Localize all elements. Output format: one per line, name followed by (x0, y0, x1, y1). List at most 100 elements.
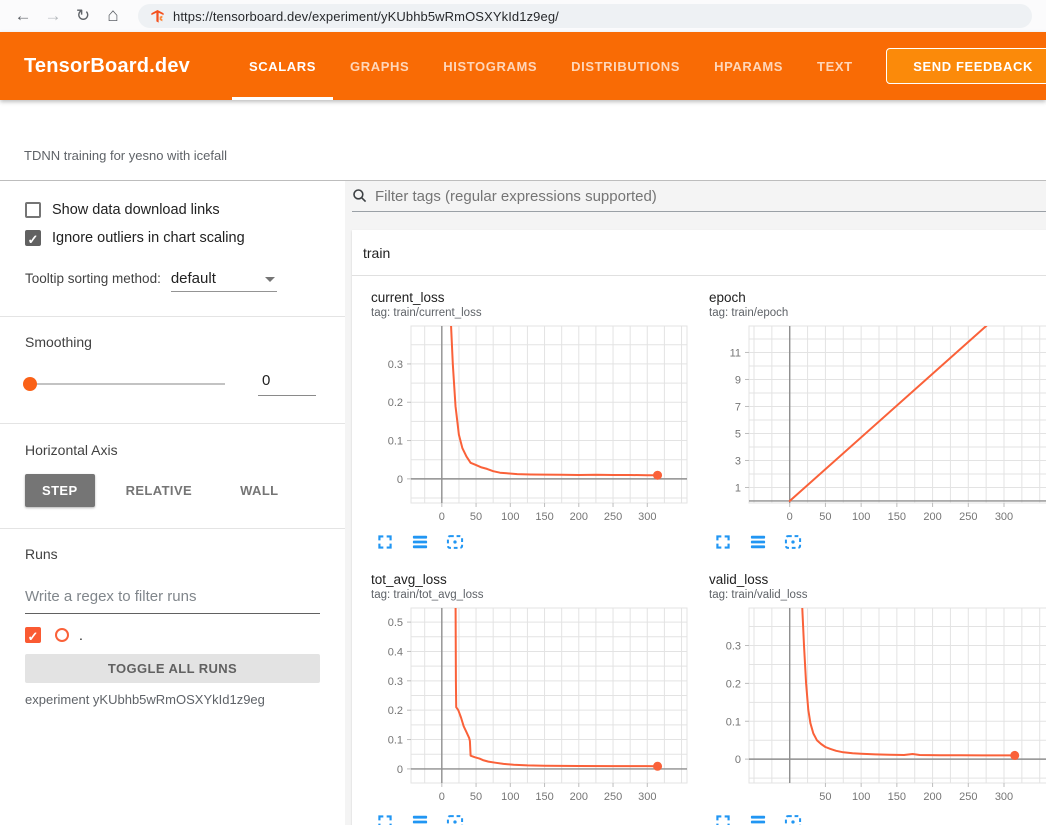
checkbox-label: Ignore outliers in chart scaling (52, 230, 245, 246)
svg-text:0.3: 0.3 (388, 676, 403, 688)
svg-text:1: 1 (735, 482, 741, 494)
svg-text:100: 100 (852, 511, 870, 523)
chevron-down-icon (265, 277, 275, 282)
chart-tag: tag: train/current_loss (371, 307, 711, 319)
fit-domain-icon[interactable] (783, 812, 803, 825)
svg-text:100: 100 (501, 791, 519, 803)
svg-text:50: 50 (819, 791, 831, 803)
axis-relative-button[interactable]: RELATIVE (109, 474, 210, 507)
expand-chart-icon[interactable] (713, 532, 733, 552)
log-scale-icon[interactable] (748, 812, 768, 825)
tensorboard-header: TensorBoard.dev SCALARS GRAPHS HISTOGRAM… (0, 32, 1046, 100)
svg-text:0.3: 0.3 (388, 359, 403, 371)
expand-chart-icon[interactable] (375, 532, 395, 552)
svg-text:200: 200 (923, 791, 941, 803)
home-icon[interactable]: ⌂ (98, 3, 128, 29)
experiment-id: experiment yKUbhb5wRmOSXYkId1z9eg (25, 692, 320, 707)
chart-tag: tag: train/tot_avg_loss (371, 589, 711, 601)
svg-text:0.2: 0.2 (726, 678, 741, 690)
scalars-dashboard: Filter tags (regular expressions support… (345, 181, 1046, 825)
tag-group-title: train (363, 245, 390, 261)
svg-text:0.3: 0.3 (726, 641, 741, 653)
svg-text:50: 50 (470, 511, 482, 523)
chart-title: tot_avg_loss (371, 572, 711, 587)
send-feedback-button[interactable]: SEND FEEDBACK (886, 48, 1046, 84)
tag-group-card: train current_loss tag: train/current_lo… (352, 230, 1046, 825)
horizontal-axis-label: Horizontal Axis (25, 442, 320, 458)
tensorboard-favicon (150, 9, 165, 24)
chart-plot[interactable]: 05010015020025030000.10.20.3 (371, 324, 695, 529)
svg-text:100: 100 (501, 511, 519, 523)
svg-text:150: 150 (535, 791, 553, 803)
svg-text:3: 3 (735, 455, 741, 467)
app-logo[interactable]: TensorBoard.dev (24, 55, 190, 78)
tab-hparams[interactable]: HPARAMS (697, 32, 800, 100)
svg-text:200: 200 (923, 511, 941, 523)
smoothing-slider[interactable] (25, 383, 225, 385)
tab-text[interactable]: TEXT (800, 32, 870, 100)
run-checkbox-icon[interactable]: ✓ (25, 627, 41, 643)
tab-histograms[interactable]: HISTOGRAMS (426, 32, 554, 100)
fit-domain-icon[interactable] (445, 532, 465, 552)
tab-distributions[interactable]: DISTRIBUTIONS (554, 32, 697, 100)
expand-chart-icon[interactable] (713, 812, 733, 825)
slider-thumb[interactable] (23, 377, 37, 391)
svg-text:300: 300 (995, 791, 1013, 803)
fit-domain-icon[interactable] (445, 812, 465, 825)
tab-scalars[interactable]: SCALARS (232, 32, 333, 100)
svg-text:0: 0 (439, 511, 445, 523)
tooltip-sorting-select[interactable]: default (171, 270, 277, 292)
svg-text:300: 300 (638, 511, 656, 523)
show-download-links-checkbox-row[interactable]: Show data download links (25, 202, 320, 218)
axis-wall-button[interactable]: WALL (223, 474, 295, 507)
checkbox-label: Show data download links (52, 202, 220, 218)
runs-label: Runs (25, 546, 320, 562)
chart-plot[interactable]: 0501001502002503001357911 (709, 324, 1046, 529)
settings-sidebar: Show data download links ✓ Ignore outlie… (0, 181, 345, 825)
svg-text:0: 0 (397, 764, 403, 776)
svg-text:150: 150 (535, 511, 553, 523)
browser-toolbar: ← → ↻ ⌂ https://tensorboard.dev/experime… (0, 0, 1046, 32)
svg-text:150: 150 (888, 791, 906, 803)
chart-plot[interactable]: 5010015020025030000.10.20.3 (709, 606, 1046, 809)
chart-tag: tag: train/epoch (709, 307, 1046, 319)
smoothing-value-field[interactable]: 0 (258, 372, 316, 396)
toggle-all-runs-button[interactable]: TOGGLE ALL RUNS (25, 654, 320, 683)
address-bar[interactable]: https://tensorboard.dev/experiment/yKUbh… (138, 4, 1032, 28)
fit-domain-icon[interactable] (783, 532, 803, 552)
log-scale-icon[interactable] (410, 532, 430, 552)
chart-plot[interactable]: 05010015020025030000.10.20.30.40.5 (371, 606, 695, 809)
svg-text:9: 9 (735, 374, 741, 386)
run-row[interactable]: ✓ . (25, 627, 320, 643)
tooltip-sorting-label: Tooltip sorting method: (25, 271, 161, 286)
svg-text:11: 11 (730, 347, 741, 359)
log-scale-icon[interactable] (748, 532, 768, 552)
checkbox-checked-icon[interactable]: ✓ (25, 230, 41, 246)
svg-text:250: 250 (604, 791, 622, 803)
axis-mode-buttons: STEP RELATIVE WALL (25, 474, 320, 507)
svg-text:5: 5 (735, 428, 741, 440)
svg-text:150: 150 (888, 511, 906, 523)
checkbox-unchecked-icon[interactable] (25, 202, 41, 218)
ignore-outliers-checkbox-row[interactable]: ✓ Ignore outliers in chart scaling (25, 230, 320, 246)
reload-icon[interactable]: ↻ (68, 3, 98, 29)
svg-text:0.2: 0.2 (388, 705, 403, 717)
back-icon[interactable]: ← (8, 3, 38, 29)
tag-group-header[interactable]: train (352, 230, 1046, 276)
filter-tags-placeholder: Filter tags (regular expressions support… (375, 188, 657, 205)
forward-icon[interactable]: → (38, 3, 68, 29)
chart-title: valid_loss (709, 572, 1046, 587)
svg-text:7: 7 (735, 401, 741, 413)
runs-filter-input[interactable]: Write a regex to filter runs (25, 588, 320, 614)
tab-graphs[interactable]: GRAPHS (333, 32, 426, 100)
filter-tags-input[interactable]: Filter tags (regular expressions support… (352, 181, 1046, 212)
svg-text:250: 250 (959, 791, 977, 803)
svg-text:0.1: 0.1 (388, 735, 403, 747)
axis-step-button[interactable]: STEP (25, 474, 95, 507)
log-scale-icon[interactable] (410, 812, 430, 825)
svg-text:250: 250 (959, 511, 977, 523)
expand-chart-icon[interactable] (375, 812, 395, 825)
scalar-chart-card: tot_avg_loss tag: train/tot_avg_loss 050… (371, 572, 711, 825)
scalar-chart-card: valid_loss tag: train/valid_loss 5010015… (709, 572, 1046, 825)
svg-text:100: 100 (852, 791, 870, 803)
